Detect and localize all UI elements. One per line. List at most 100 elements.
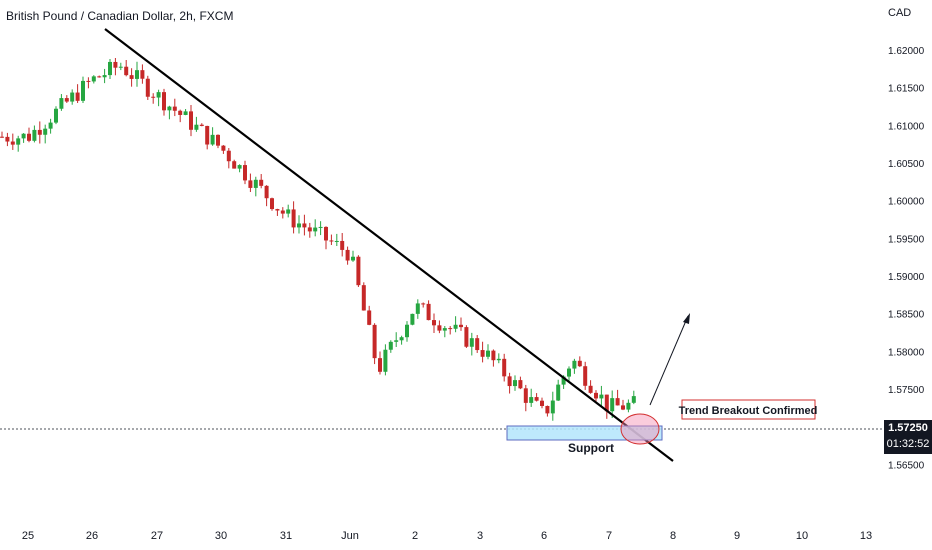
candle-body — [167, 106, 172, 111]
candle-body — [610, 398, 615, 412]
x-tick-label: 27 — [151, 530, 163, 542]
candle-body — [399, 337, 404, 341]
bar-countdown: 01:32:52 — [886, 438, 930, 450]
candle-body — [351, 256, 355, 261]
x-tick-label: 26 — [86, 530, 98, 542]
candle-body — [388, 341, 393, 350]
candle-body — [405, 324, 409, 338]
candle-body — [253, 179, 258, 188]
candle-body — [442, 328, 447, 331]
candle-body — [32, 129, 37, 141]
projection-arrow — [649, 315, 689, 406]
candle-body — [426, 303, 431, 321]
x-tick-label: 8 — [670, 530, 676, 542]
x-tick-label: 10 — [796, 530, 808, 542]
candle-body — [583, 366, 588, 386]
y-tick-label: 1.59500 — [888, 234, 925, 245]
candle-body — [280, 210, 285, 214]
x-axis: 25 26 27 30 31 Jun 2 3 6 7 8 9 10 13 — [22, 530, 872, 542]
candle-body — [270, 198, 274, 210]
candle-body — [529, 397, 534, 403]
support-label-text: Support — [568, 441, 614, 455]
candle-body — [27, 133, 31, 141]
candle-body — [5, 136, 10, 142]
candle-body — [367, 310, 372, 325]
candle-body — [437, 325, 442, 331]
candle-body — [318, 226, 323, 228]
candle-body — [469, 338, 474, 347]
candle-body — [156, 92, 161, 98]
candle-body — [561, 376, 566, 385]
breakout-label-text: Trend Breakout Confirmed — [679, 405, 818, 417]
candle-body — [534, 397, 539, 401]
candle-body — [383, 349, 388, 372]
projection-arrowhead — [683, 313, 690, 324]
candle-body — [324, 226, 328, 241]
x-tick-label: Jun — [341, 530, 359, 542]
candle-body — [518, 380, 523, 389]
candle-body — [54, 108, 58, 123]
candle-body — [572, 360, 577, 369]
candle-body — [415, 303, 420, 314]
candle-body — [432, 320, 436, 326]
candle-body — [275, 209, 280, 211]
breakout-label-box — [681, 399, 816, 420]
candle-body — [550, 400, 555, 414]
candle-body — [340, 240, 345, 250]
candle-body — [345, 249, 350, 261]
candle-body — [70, 92, 75, 102]
candle-body — [21, 133, 26, 139]
y-tick-label: 1.58000 — [888, 347, 925, 358]
candle-body — [448, 328, 453, 330]
candle-body — [480, 350, 485, 357]
candle-body — [577, 360, 582, 367]
candle-body — [475, 338, 480, 351]
candle-body — [86, 80, 91, 82]
candle-body — [604, 394, 609, 412]
currency-label: CAD — [888, 7, 912, 19]
candle-body — [588, 385, 593, 393]
x-tick-label: 9 — [734, 530, 740, 542]
x-tick-label: 7 — [606, 530, 612, 542]
candle-body — [599, 394, 604, 399]
candle-body — [243, 165, 247, 181]
breakout-highlight — [620, 413, 660, 445]
x-tick-label: 3 — [477, 530, 483, 542]
candle-body — [626, 402, 631, 410]
x-tick-label: 13 — [860, 530, 872, 542]
candle-body — [145, 78, 150, 97]
candle-body — [151, 96, 156, 98]
candle-body — [178, 110, 183, 115]
x-tick-label: 2 — [412, 530, 418, 542]
candle-body — [102, 75, 107, 78]
candle-body — [421, 303, 426, 305]
candle-body — [361, 285, 366, 311]
candle-body — [594, 392, 598, 399]
x-tick-label: 6 — [541, 530, 547, 542]
y-tick-label: 1.59000 — [888, 272, 925, 283]
candle-body — [491, 350, 496, 361]
current-price: 1.57250 — [888, 422, 928, 434]
candle-body — [502, 358, 507, 377]
candle-body — [307, 227, 312, 232]
candle-body — [113, 61, 118, 68]
candle-body — [183, 111, 188, 115]
candle-body — [394, 340, 399, 342]
candle-body — [378, 358, 382, 372]
candle-body — [221, 145, 226, 151]
candle-body — [631, 396, 636, 403]
candle-body — [496, 358, 501, 361]
y-tick-label: 1.56500 — [888, 460, 925, 471]
y-axis: 1.62000 1.61500 1.61000 1.60500 1.60000 1.595… — [888, 46, 925, 471]
candle-body — [232, 161, 237, 169]
candle-body — [194, 124, 199, 130]
candle-body — [621, 405, 625, 410]
candle-body — [567, 368, 571, 377]
candle-body — [329, 240, 334, 242]
candle-body — [297, 223, 301, 228]
candle-body — [135, 70, 139, 79]
candle-body — [172, 106, 177, 111]
candle-body — [259, 179, 264, 186]
